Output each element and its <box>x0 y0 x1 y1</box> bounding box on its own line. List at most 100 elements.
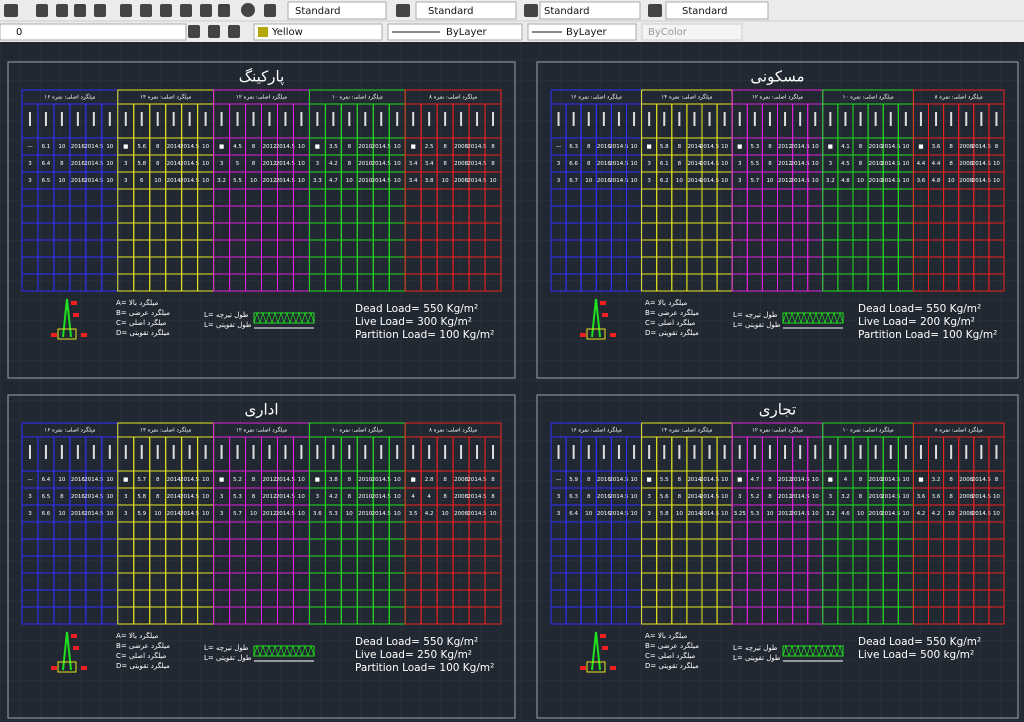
rebar-base <box>57 328 77 340</box>
column-header-mark <box>648 112 651 126</box>
cell-text: 10 <box>902 494 909 500</box>
cell-text: 10 <box>298 178 305 184</box>
column-header-mark <box>476 112 479 126</box>
cell-text: 8 <box>491 144 495 150</box>
column-header-mark <box>753 445 756 459</box>
cell-text: 2014.5 <box>372 477 392 483</box>
cell-text: 10 <box>202 144 209 150</box>
dropdown[interactable] <box>253 23 383 41</box>
cell-text: 10 <box>631 144 638 150</box>
cell-text: 10 <box>106 161 113 167</box>
cell-text: 3.8 <box>329 477 338 483</box>
dropdown[interactable] <box>0 23 187 41</box>
rebar-icon <box>62 298 72 338</box>
legend-text: B= میلگرد عرضی <box>645 641 699 650</box>
cell-text: 3.6 <box>917 494 926 500</box>
cell-text: 10 <box>106 144 113 150</box>
column-header-mark <box>188 445 191 459</box>
column-header-mark <box>60 112 63 126</box>
cell-text: 4.6 <box>841 511 850 517</box>
cell-text: 4.2 <box>329 161 338 167</box>
column-header-mark <box>268 112 271 126</box>
cell-text: 2012 <box>262 144 276 150</box>
cell-text: 2016 <box>597 494 611 500</box>
toolbar-icons[interactable] <box>4 3 662 38</box>
cell-text: 6.6 <box>569 161 578 167</box>
legend-text: D= میلگرد تقویتی <box>116 328 170 337</box>
column-header-mark <box>829 445 832 459</box>
group-header-text: میلگرد اصلی: نمره ۱۶ <box>571 94 622 101</box>
cell-text: 10 <box>993 161 1000 167</box>
dropdown[interactable] <box>665 1 769 20</box>
dropdown[interactable] <box>415 1 517 20</box>
cell-text: 2008 <box>959 494 973 500</box>
cell-text: 10 <box>721 178 728 184</box>
column-header-mark <box>602 112 605 126</box>
cell-text: 5.6 <box>137 144 146 150</box>
column-header-mark <box>904 112 907 126</box>
column-header-mark <box>919 445 922 459</box>
cell-text: 10 <box>676 511 683 517</box>
cell-text: 10 <box>585 178 592 184</box>
mleader-style: Standard <box>682 6 728 17</box>
column-header-mark <box>814 112 817 126</box>
cell-text: 6.5 <box>42 178 51 184</box>
cell-text: 2014.5 <box>276 161 296 167</box>
cell-text: 8 <box>587 161 591 167</box>
cell-text: 2012 <box>262 161 276 167</box>
legend-text: A= میلگرد بالا <box>645 631 687 640</box>
table-style: Standard <box>544 6 590 17</box>
dropdown[interactable] <box>641 23 743 41</box>
column-header-mark <box>995 112 998 126</box>
cell-text: 2014.5 <box>180 178 200 184</box>
cell-text: 2014.5 <box>180 494 200 500</box>
cell-text: 3 <box>124 511 128 517</box>
cell-text: 2014.5 <box>609 477 629 483</box>
cell-text: 8 <box>949 161 953 167</box>
cell-text: 10 <box>490 178 497 184</box>
cell-text: 5.9 <box>569 477 578 483</box>
cell-text: 5.2 <box>233 477 242 483</box>
cell-text: 3 <box>220 511 224 517</box>
column-header-mark <box>693 445 696 459</box>
length-text: L= طول تیرچه <box>204 311 249 319</box>
cell-text: 2010 <box>358 494 372 500</box>
group-header-text: میلگرد اصلی: نمره ۸ <box>429 427 477 434</box>
column-header-mark <box>814 445 817 459</box>
panel-frame <box>7 61 516 379</box>
cell-text: 2014.5 <box>609 161 629 167</box>
cell-text: 3 <box>124 178 128 184</box>
column-header-mark <box>412 445 415 459</box>
load-text: Dead Load= 550 Kg/m² <box>355 303 478 315</box>
column-header-mark <box>784 112 787 126</box>
rebar-tag <box>73 646 79 650</box>
cell-text: 2014.5 <box>881 161 901 167</box>
cell-text: 10 <box>442 511 449 517</box>
cell-text: ■ <box>737 477 742 483</box>
cell-text: 2008 <box>959 161 973 167</box>
cell-text: 2014.5 <box>700 511 720 517</box>
rebar-tag <box>610 333 616 337</box>
cell-text: 10 <box>58 178 65 184</box>
cell-text: 2014.5 <box>791 161 811 167</box>
cell-text: 2014.5 <box>84 178 104 184</box>
column-header-mark <box>236 445 239 459</box>
column-header-mark <box>633 112 636 126</box>
column-header-mark <box>204 112 207 126</box>
dropdown[interactable] <box>287 1 387 20</box>
cell-text: 10 <box>298 477 305 483</box>
cell-text: 8 <box>252 161 256 167</box>
column-header-mark <box>300 112 303 126</box>
cell-text: 2014.5 <box>791 144 811 150</box>
column-header-mark <box>284 112 287 126</box>
joist-truss <box>253 644 315 657</box>
dropdown[interactable] <box>539 1 641 20</box>
dropdown[interactable] <box>527 23 637 41</box>
layer: 0 <box>16 27 22 38</box>
dropdown[interactable] <box>387 23 523 41</box>
cell-text: 2014.5 <box>84 494 104 500</box>
cell-text: 2010 <box>358 161 372 167</box>
cell-text: 2012 <box>262 178 276 184</box>
cell-text: 2012 <box>778 477 792 483</box>
cell-text: ■ <box>828 144 833 150</box>
